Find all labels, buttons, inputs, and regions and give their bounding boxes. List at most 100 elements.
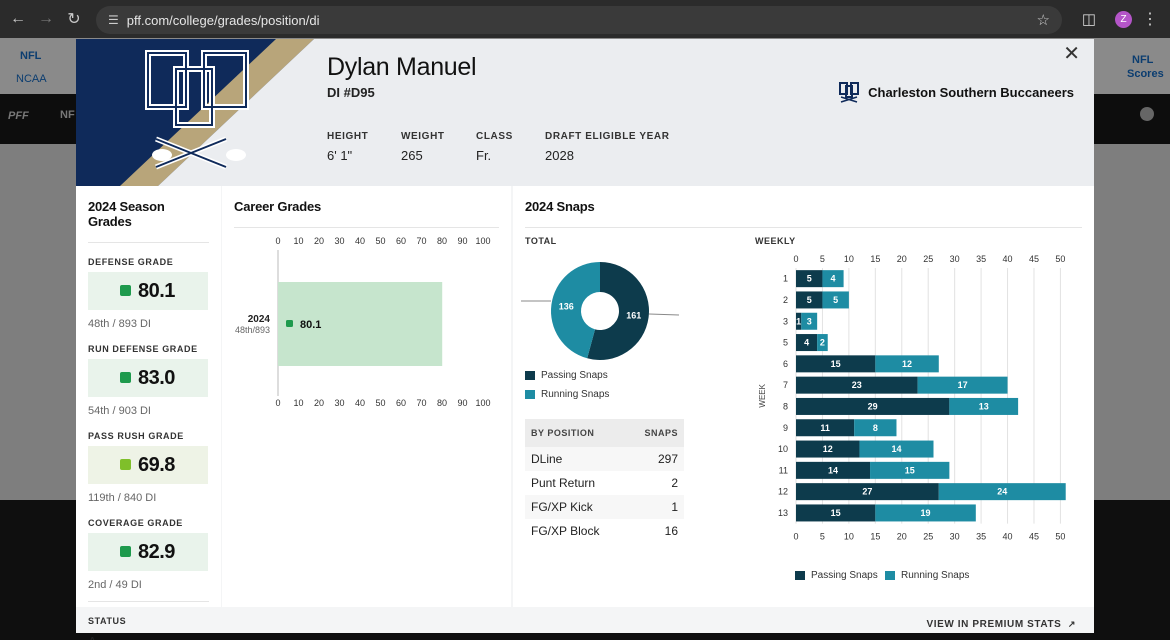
career-grades-chart: 0 0 10 10 20 20 30 30 40 40 50 50 60 60 70 70 80 80 90 90 10… [235, 236, 491, 408]
weekly-bar-running[interactable] [801, 312, 818, 330]
weekly-bar-passing[interactable] [796, 419, 855, 437]
weekly-bar-passing[interactable] [796, 440, 860, 458]
weekly-tick-top: 25 [923, 254, 933, 264]
weekly-bar-running[interactable] [870, 461, 950, 479]
weekly-tick-top: 15 [870, 254, 880, 264]
team-logo-icon [839, 82, 860, 103]
weekly-yaxis-label: WEEK [758, 383, 767, 407]
grade-value: 82.9 [138, 540, 175, 563]
close-icon[interactable]: ✕ [1063, 43, 1080, 65]
weekly-bar-running[interactable] [822, 270, 844, 288]
weekly-bar-running[interactable] [875, 504, 976, 522]
weekly-week-label: 13 [778, 508, 788, 518]
weekly-bar-passing[interactable] [796, 334, 818, 352]
csu-logo-icon [145, 50, 249, 170]
bg-ncaa-link: NCAA [16, 73, 47, 85]
weekly-running-value: 17 [958, 380, 968, 390]
grade-block: PASS RUSH GRADE 69.8 119th / 840 DI [88, 431, 209, 504]
career-tick-top: 80 [437, 236, 447, 246]
weekly-passing-value: 12 [823, 444, 833, 454]
status-label: STATUS [88, 616, 127, 626]
attr-value: 2028 [545, 148, 574, 163]
weekly-bar-running[interactable] [938, 483, 1066, 501]
premium-stats-link[interactable]: VIEW IN PREMIUM STATS ↗ [926, 619, 1076, 630]
running-swatch [525, 390, 535, 399]
weekly-week-label: 2 [783, 295, 788, 305]
weekly-bar-running[interactable] [822, 291, 849, 309]
weekly-bar-passing[interactable] [796, 312, 802, 330]
career-tick-bottom: 70 [416, 398, 426, 408]
browser-menu-icon[interactable]: ⋮ [1142, 11, 1158, 28]
by-position-header: BY POSITION [531, 428, 595, 438]
total-snaps-donut: 161 136 [521, 262, 680, 360]
donut-slice-passing[interactable] [587, 262, 649, 360]
grade-rank: 119th / 840 DI [88, 492, 157, 504]
position-snaps: 297 [657, 452, 678, 466]
weekly-label: WEEKLY [755, 236, 796, 246]
team-logo-banner [76, 39, 314, 186]
weekly-tick-bottom: 10 [844, 532, 854, 542]
career-tick-top: 70 [416, 236, 426, 246]
running-swatch [885, 571, 895, 580]
attr-label: DRAFT ELIGIBLE YEAR [545, 131, 670, 142]
weekly-tick-bottom: 5 [820, 532, 825, 542]
weekly-bar-running[interactable] [859, 440, 934, 458]
weekly-passing-value: 5 [807, 274, 812, 284]
weekly-bar-passing[interactable] [796, 376, 918, 394]
weekly-tick-bottom: 50 [1055, 532, 1065, 542]
donut-passing-label: 161 [626, 310, 641, 320]
career-rank-label: 48th/893 [235, 325, 270, 335]
grade-rank: 2nd / 49 DI [88, 579, 142, 591]
career-tick-top: 40 [355, 236, 365, 246]
weekly-tick-top: 20 [897, 254, 907, 264]
browser-toolbar: ← → ↻ ☰ pff.com/college/grades/position/… [0, 0, 1170, 38]
address-bar[interactable]: ☰ pff.com/college/grades/position/di ☆ [96, 6, 1062, 34]
weekly-bar-passing[interactable] [796, 291, 823, 309]
extensions-icon[interactable]: ◫ [1081, 11, 1096, 28]
weekly-bar-running[interactable] [949, 397, 1019, 415]
weekly-bar-passing[interactable] [796, 397, 950, 415]
career-year-label: 2024 [248, 314, 271, 325]
grade-value: 69.8 [138, 453, 175, 476]
weekly-bar-running[interactable] [817, 334, 828, 352]
donut-slice-running[interactable] [551, 262, 600, 359]
player-position: DI #D95 [327, 85, 375, 100]
weekly-bar-running[interactable] [875, 355, 939, 373]
career-grade-bar[interactable] [278, 282, 443, 366]
grade-value: 80.1 [138, 279, 175, 302]
player-header: ✕ Dylan Manuel DI #D95 HEIGHT 6' 1" WEIG… [76, 39, 1094, 186]
weekly-bar-passing[interactable] [796, 504, 876, 522]
attr-draft-year: DRAFT ELIGIBLE YEAR 2028 [545, 131, 670, 163]
by-position-row: FG/XP Kick 1 [525, 495, 684, 519]
player-name: Dylan Manuel [327, 53, 477, 81]
attr-height: HEIGHT 6' 1" [327, 131, 368, 163]
attr-value: 6' 1" [327, 148, 353, 163]
weekly-bar-passing[interactable] [796, 461, 871, 479]
career-tick-bottom: 80 [437, 398, 447, 408]
back-icon[interactable]: ← [10, 10, 26, 27]
site-settings-icon[interactable]: ☰ [108, 13, 119, 27]
bg-pff-logo: PFF [8, 110, 29, 122]
grades-list: DEFENSE GRADE 80.1 48th / 893 DI RUN DEFENS… [88, 257, 209, 591]
career-tick-top: 20 [314, 236, 324, 246]
career-grades-card: Career Grades 0 0 10 10 20 20 30 30 40 40 50 50 60 60… [222, 186, 511, 607]
reload-icon[interactable]: ↻ [67, 11, 81, 28]
weekly-bar-passing[interactable] [796, 355, 876, 373]
weekly-week-label: 7 [783, 380, 788, 390]
position-snaps: 2 [671, 476, 678, 490]
bookmark-star-icon[interactable]: ☆ [1036, 12, 1050, 29]
weekly-bar-passing[interactable] [796, 270, 823, 288]
forward-icon[interactable]: → [38, 10, 54, 27]
team-info[interactable]: Charleston Southern Buccaneers [838, 81, 1074, 103]
attr-weight: WEIGHT 265 [401, 131, 445, 163]
external-link-icon: ↗ [1067, 619, 1076, 629]
position-name: FG/XP Block [531, 524, 600, 538]
weekly-bar-running[interactable] [917, 376, 1008, 394]
grade-indicator [120, 546, 131, 557]
weekly-bar-passing[interactable] [796, 483, 939, 501]
profile-avatar[interactable]: Z [1115, 11, 1132, 28]
career-tick-top: 0 [275, 236, 280, 246]
weekly-bar-running[interactable] [854, 419, 897, 437]
career-tick-bottom: 100 [475, 398, 490, 408]
career-tick-bottom: 10 [293, 398, 303, 408]
